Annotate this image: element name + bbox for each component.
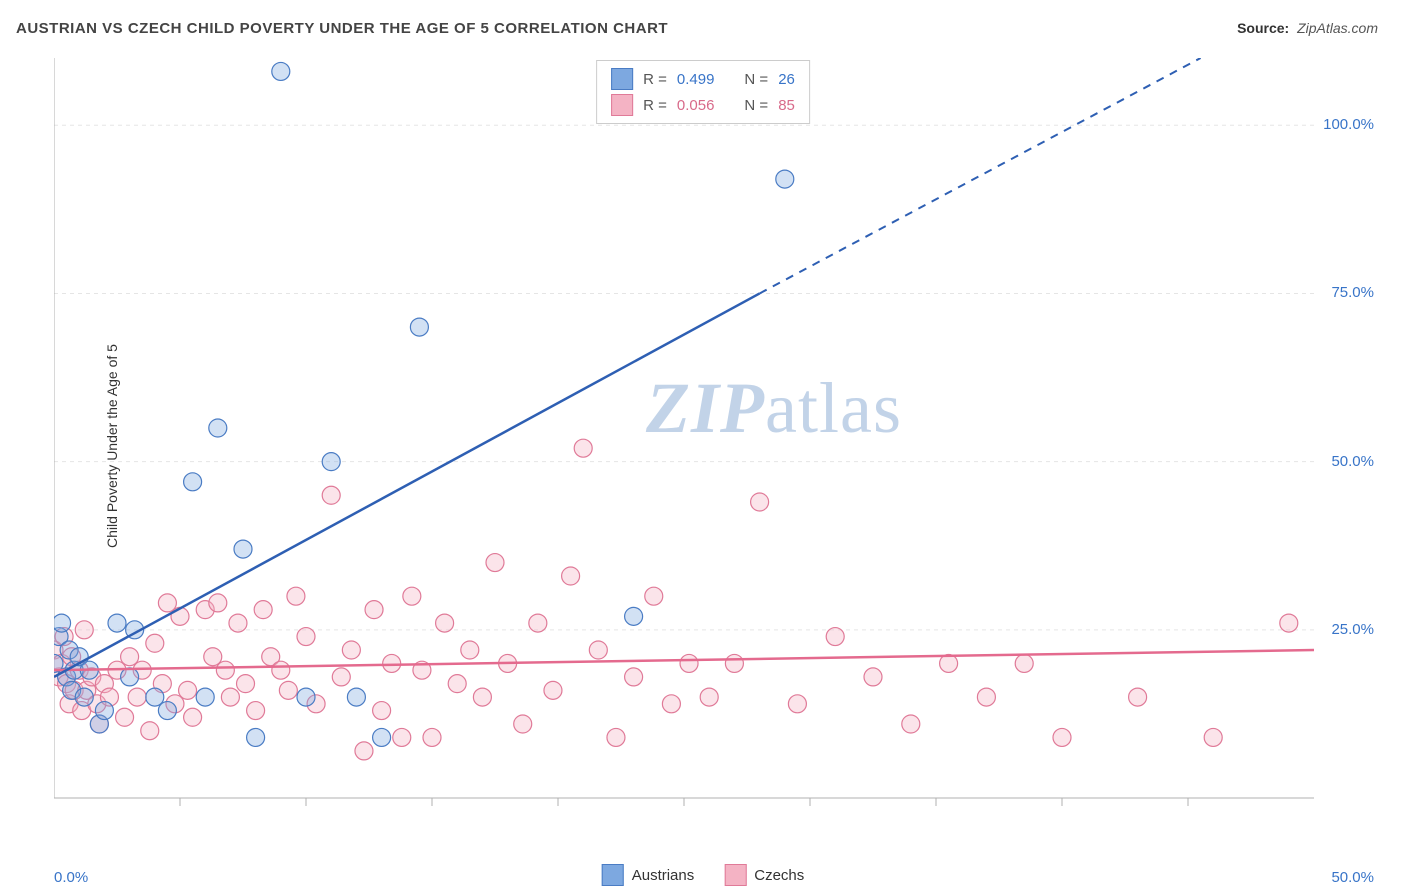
- source-value: ZipAtlas.com: [1297, 20, 1378, 36]
- legend-swatch-czechs: [611, 94, 633, 116]
- legend-swatch-czechs: [724, 864, 746, 886]
- n-label: N =: [744, 97, 768, 114]
- legend-label-austrians: Austrians: [632, 867, 695, 884]
- legend-item-czechs: Czechs: [724, 864, 804, 886]
- legend-row-czechs: R = 0.056 N = 85: [611, 92, 795, 118]
- r-label: R =: [643, 97, 667, 114]
- plot-area: [54, 58, 1374, 838]
- y-tick-label: 75.0%: [1331, 284, 1374, 301]
- y-tick-label: 50.0%: [1331, 453, 1374, 470]
- legend-label-czechs: Czechs: [754, 867, 804, 884]
- r-value-austrians: 0.499: [677, 71, 715, 88]
- y-tick-label: 100.0%: [1323, 116, 1374, 133]
- r-label: R =: [643, 71, 667, 88]
- legend-swatch-austrians: [602, 864, 624, 886]
- series-legend: Austrians Czechs: [602, 864, 805, 886]
- source-attribution: Source: ZipAtlas.com: [1237, 20, 1378, 36]
- legend-swatch-austrians: [611, 68, 633, 90]
- x-axis-min-label: 0.0%: [54, 869, 88, 886]
- x-axis-max-label: 50.0%: [1331, 869, 1374, 886]
- n-label: N =: [744, 71, 768, 88]
- source-label: Source:: [1237, 20, 1289, 36]
- n-value-czechs: 85: [778, 97, 795, 114]
- chart-title: AUSTRIAN VS CZECH CHILD POVERTY UNDER TH…: [16, 20, 668, 37]
- n-value-austrians: 26: [778, 71, 795, 88]
- y-tick-label: 25.0%: [1331, 621, 1374, 638]
- legend-item-austrians: Austrians: [602, 864, 695, 886]
- correlation-legend: R = 0.499 N = 26 R = 0.056 N = 85: [596, 60, 810, 124]
- legend-row-austrians: R = 0.499 N = 26: [611, 66, 795, 92]
- r-value-czechs: 0.056: [677, 97, 715, 114]
- scatter-plot-svg: [54, 58, 1374, 838]
